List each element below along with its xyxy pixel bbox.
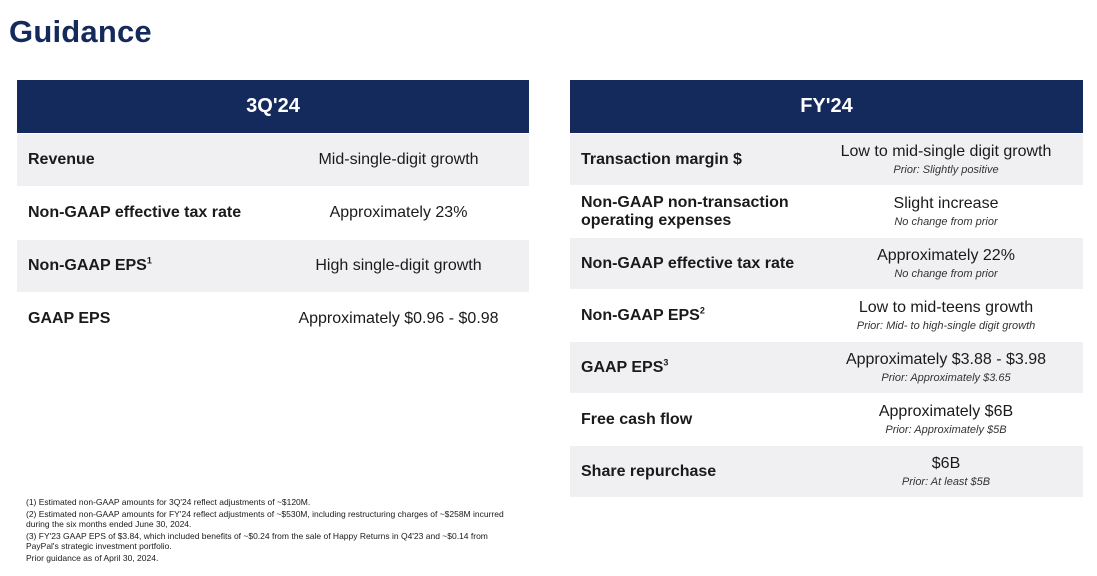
fiscal-year-guidance-table: FY'24 Transaction margin $ Low to mid-si… [570,80,1083,497]
footnote: (2) Estimated non-GAAP amounts for FY'24… [26,508,504,530]
row-label: Non-GAAP EPS2 [581,305,705,324]
value-text: Low to mid-teens growth [858,299,1034,316]
row-label: Non-GAAP EPS1 [28,255,152,274]
row-value: Low to mid-teens growth Prior: Mid- to h… [809,298,1083,333]
quarter-guidance-table: 3Q'24 Revenue Mid-single-digit growth No… [17,80,529,345]
row-value: $6B Prior: At least $5B [809,454,1083,489]
quarter-header: 3Q'24 [17,80,529,133]
value-text: Approximately $3.88 - $3.98 [845,351,1047,368]
prior-note: No change from prior [894,216,998,228]
table-row: Transaction margin $ Low to mid-single d… [570,134,1083,185]
value-text: Slight increase [893,195,999,212]
row-label: Transaction margin $ [581,150,742,168]
page-title: Guidance [9,14,152,49]
row-value: High single-digit growth [315,257,482,274]
row-value: Low to mid-single digit growth Prior: Sl… [809,142,1083,177]
table-row: Free cash flow Approximately $6B Prior: … [570,394,1083,445]
row-label: Free cash flow [581,410,693,428]
table-row: Share repurchase $6B Prior: At least $5B [570,446,1083,497]
table-row: Non-GAAP EPS2 Low to mid-teens growth Pr… [570,290,1083,341]
footnote: (1) Estimated non-GAAP amounts for 3Q'24… [26,497,311,507]
row-label: Non-GAAP effective tax rate [581,254,795,272]
row-label: Share repurchase [581,462,717,480]
footnote: (3) FY'23 GAAP EPS of $3.84, which inclu… [26,530,488,552]
prior-note: Prior: Approximately $3.65 [881,372,1011,384]
table-row: Non-GAAP effective tax rate Approximatel… [17,187,529,239]
row-value: Approximately 22% No change from prior [809,246,1083,281]
prior-note: Prior: At least $5B [901,476,991,488]
prior-note: Prior: Mid- to high-single digit growth [856,320,1036,332]
table-row: Non-GAAP EPS1 High single-digit growth [17,240,529,292]
prior-note: Prior: Slightly positive [893,164,999,176]
table-row: Non-GAAP effective tax rate Approximatel… [570,238,1083,289]
row-value: Mid-single-digit growth [318,151,479,168]
value-text: Approximately $6B [878,403,1014,420]
row-label: GAAP EPS3 [581,357,669,376]
footnote: Prior guidance as of April 30, 2024. [26,552,159,563]
fiscal-year-header: FY'24 [570,80,1083,133]
footnotes: (1) Estimated non-GAAP amounts for 3Q'24… [26,497,516,564]
row-value: Approximately $3.88 - $3.98 Prior: Appro… [809,350,1083,385]
row-label: Revenue [28,151,95,168]
prior-note: Prior: Approximately $5B [885,424,1007,436]
table-row: GAAP EPS3 Approximately $3.88 - $3.98 Pr… [570,342,1083,393]
table-row: Non-GAAP non-transaction operating expen… [570,186,1083,237]
row-value: Slight increase No change from prior [809,194,1083,229]
table-row: Revenue Mid-single-digit growth [17,134,529,186]
row-value: Approximately $6B Prior: Approximately $… [809,402,1083,437]
row-label: Non-GAAP effective tax rate [28,204,242,221]
row-label: GAAP EPS [28,310,111,327]
table-row: GAAP EPS Approximately $0.96 - $0.98 [17,293,529,345]
value-text: $6B [931,455,961,472]
value-text: Low to mid-single digit growth [840,143,1052,160]
value-text: Approximately 22% [877,247,1015,264]
row-value: Approximately $0.96 - $0.98 [298,310,499,327]
row-value: Approximately 23% [329,204,468,221]
row-label: Non-GAAP non-transaction operating expen… [581,193,789,229]
prior-note: No change from prior [894,268,998,280]
